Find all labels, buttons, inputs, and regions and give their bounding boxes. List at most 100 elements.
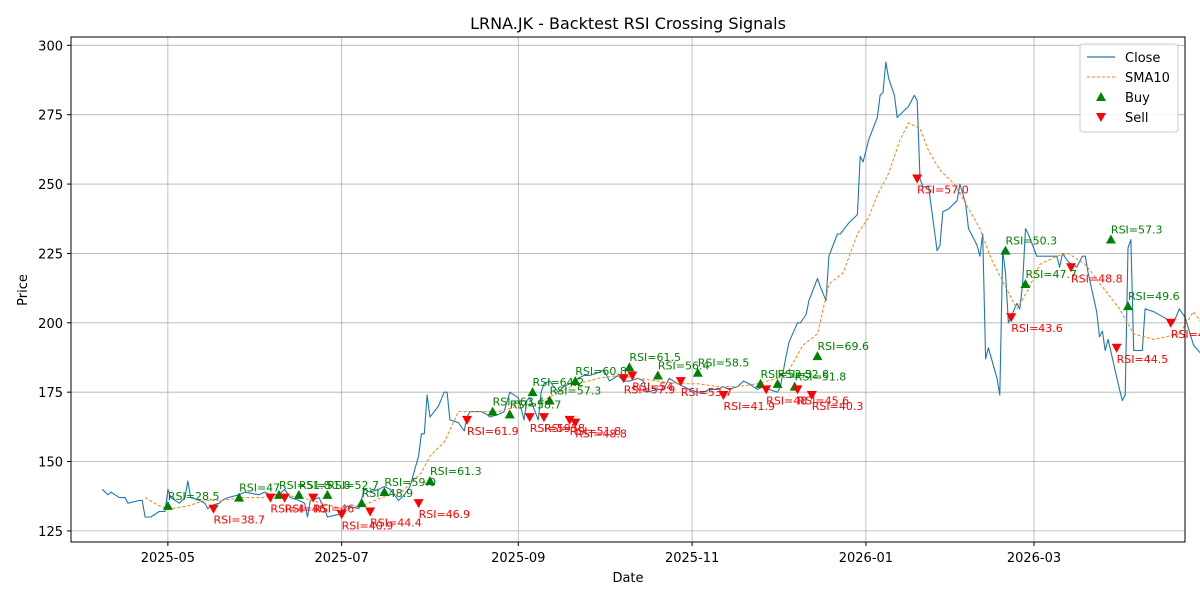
sell-marker bbox=[279, 493, 290, 503]
sell-rsi-label: RSI=61.9 bbox=[467, 425, 519, 438]
plot-layer bbox=[101, 61, 1200, 518]
buy-rsi-label: RSI=58.7 bbox=[510, 398, 562, 411]
sell-marker bbox=[1165, 318, 1176, 328]
legend-label: Buy bbox=[1125, 91, 1150, 106]
buy-rsi-label: RSI=47.7 bbox=[1025, 268, 1077, 281]
buy-marker bbox=[772, 378, 783, 388]
sell-marker bbox=[1006, 313, 1017, 323]
sell-rsi-label: RSI=41.9 bbox=[723, 400, 775, 413]
x-tick-label: 2025-11 bbox=[665, 551, 719, 566]
sell-rsi-label: RSI=46 bbox=[313, 503, 354, 516]
sell-rsi-label: RSI=48 bbox=[766, 394, 807, 407]
x-tick-label: 2025-09 bbox=[491, 551, 545, 566]
sell-marker bbox=[336, 510, 347, 520]
buy-marker bbox=[487, 406, 498, 416]
buy-rsi-label: RSI=50.3 bbox=[1006, 235, 1058, 248]
y-axis-title: Price bbox=[16, 274, 31, 306]
x-tick-label: 2026-03 bbox=[1007, 551, 1061, 566]
buy-marker bbox=[624, 362, 635, 372]
y-tick-label: 225 bbox=[38, 247, 63, 262]
buy-rsi-label: RSI=61.3 bbox=[430, 465, 482, 478]
tick-layer: 125 150 175 200 225 250 275 300 2025-05 2025-07 20… bbox=[38, 39, 1061, 566]
buy-marker bbox=[1105, 234, 1116, 244]
sell-rsi-label: RSI=46.9 bbox=[419, 508, 471, 521]
buy-rsi-label: RSI=56.4 bbox=[658, 360, 710, 373]
sell-rsi-label: RSI=44.5 bbox=[1117, 353, 1169, 366]
grid-layer bbox=[71, 37, 1185, 542]
buy-rsi-label: RSI=49.6 bbox=[1128, 290, 1180, 303]
sell-marker bbox=[675, 377, 686, 387]
buy-rsi-label: RSI=59.0 bbox=[384, 476, 436, 489]
sell-marker bbox=[365, 507, 376, 517]
legend-label: SMA10 bbox=[1125, 71, 1170, 86]
sell-rsi-label: RSI=45.6 bbox=[798, 394, 850, 407]
plot-frame bbox=[70, 36, 1186, 543]
sell-rsi-label: RSI=57.0 bbox=[917, 184, 969, 197]
buy-rsi-label: RSI=57.3 bbox=[1111, 224, 1163, 237]
legend-label: Close bbox=[1125, 51, 1160, 66]
sell-marker bbox=[618, 374, 629, 384]
buy-marker bbox=[1000, 245, 1011, 255]
sell-marker bbox=[462, 415, 473, 425]
sell-marker bbox=[413, 499, 424, 509]
buy-rsi-label: RSI=61.5 bbox=[629, 351, 681, 364]
sell-rsi-label: RSI=54 bbox=[632, 381, 673, 394]
sell-marker bbox=[1066, 263, 1077, 273]
y-tick-label: 250 bbox=[38, 178, 63, 193]
buy-marker bbox=[527, 387, 538, 397]
buy-marker bbox=[162, 500, 173, 510]
buy-rsi-label: RSI=60.8 bbox=[575, 365, 627, 378]
buy-marker bbox=[1020, 278, 1031, 288]
buy-rsi-label: RSI=57.3 bbox=[550, 384, 602, 397]
buy-rsi-label: RSI=52.8 bbox=[778, 368, 830, 381]
sell-marker bbox=[265, 493, 276, 503]
buy-marker bbox=[544, 395, 555, 405]
buy-marker bbox=[504, 409, 515, 419]
buy-rsi-label: RSI=58.5 bbox=[698, 357, 750, 370]
sell-rsi-label: RSI=51.8 bbox=[570, 425, 622, 438]
y-tick-label: 300 bbox=[38, 39, 63, 54]
sell-marker bbox=[806, 390, 817, 400]
buy-rsi-label: RSI=64.2 bbox=[533, 376, 585, 389]
sell-marker bbox=[792, 385, 803, 395]
legend-box bbox=[1079, 43, 1179, 133]
buy-rsi-label: RSI=52.7 bbox=[327, 479, 379, 492]
sell-marker bbox=[308, 493, 319, 503]
close-price-line bbox=[101, 61, 1200, 518]
y-tick-label: 125 bbox=[38, 525, 63, 540]
sell-rsi-label: RSI=44.4 bbox=[370, 516, 422, 529]
buy-rsi-label: RSI=51.8 bbox=[795, 371, 847, 384]
y-tick-label: 275 bbox=[38, 109, 63, 124]
legend: Close SMA10 Buy Sell bbox=[1079, 43, 1179, 133]
buy-marker bbox=[293, 489, 304, 499]
buy-marker bbox=[379, 487, 390, 497]
sell-rsi-label: RSI=59 bbox=[530, 422, 571, 435]
buy-marker bbox=[424, 475, 435, 485]
legend-buy-swatch bbox=[1096, 92, 1106, 101]
legend-label: Sell bbox=[1125, 111, 1148, 126]
legend-sell-swatch bbox=[1096, 113, 1106, 122]
buy-marker bbox=[692, 367, 703, 377]
sell-marker bbox=[627, 371, 638, 381]
buy-marker bbox=[322, 489, 333, 499]
sell-rsi-label: RSI=46 bbox=[285, 503, 326, 516]
signal-layer: RSI=28.5RSI=38.7RSI=47RSI=4RSI=51.8RSI=4… bbox=[162, 174, 1200, 532]
buy-marker bbox=[356, 498, 367, 508]
sell-rsi-label: RSI=38.7 bbox=[213, 514, 265, 527]
buy-rsi-label: RSI=28.5 bbox=[168, 490, 220, 503]
buy-rsi-label: RSI=51.8 bbox=[279, 479, 331, 492]
sell-marker bbox=[208, 504, 219, 514]
buy-marker bbox=[570, 376, 581, 386]
x-tick-label: 2026-01 bbox=[839, 551, 893, 566]
sell-marker bbox=[524, 413, 535, 423]
sell-marker bbox=[761, 385, 772, 395]
sell-rsi-label: RSI=4 bbox=[270, 503, 304, 516]
sell-rsi-label: RSI=48.8 bbox=[1071, 272, 1123, 285]
sell-marker bbox=[564, 415, 575, 425]
buy-marker bbox=[812, 351, 823, 361]
buy-marker bbox=[1123, 301, 1134, 311]
sma10-line bbox=[144, 122, 1200, 510]
